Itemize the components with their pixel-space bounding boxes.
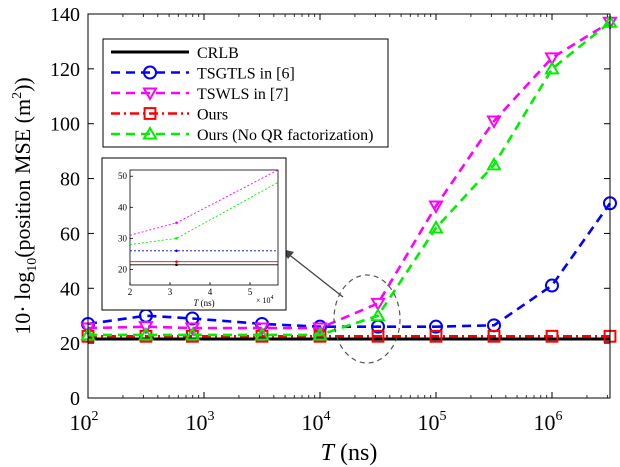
inset-x-tick-label: 2 bbox=[128, 287, 133, 297]
legend-entry: TSGTLS in [6] bbox=[111, 65, 295, 83]
legend: CRLB TSGTLS in [6] TSWLS in [7] Ours Ours (N… bbox=[102, 38, 389, 148]
data-point bbox=[371, 329, 385, 343]
inset-x-axis-label: T (ns) bbox=[193, 298, 214, 308]
inset-y-tick-label: 30 bbox=[118, 233, 128, 243]
series-ours-no-qr-factorization bbox=[80, 14, 618, 341]
y-tick-label: 20 bbox=[60, 333, 80, 355]
y-tick-label: 140 bbox=[50, 4, 80, 26]
y-tick-label: 100 bbox=[50, 114, 80, 136]
legend-marker bbox=[143, 65, 157, 80]
legend-marker bbox=[143, 107, 157, 120]
data-point bbox=[428, 200, 444, 215]
series-line bbox=[87, 202, 612, 329]
axis-labels: T (ns) 10· log10(position MSE (m2)) bbox=[10, 77, 377, 466]
legend-label: CRLB bbox=[197, 45, 239, 62]
inset-x-tick-label: 5 bbox=[248, 287, 253, 297]
data-point bbox=[370, 307, 386, 322]
x-axis-label: T (ns) bbox=[321, 440, 378, 466]
data-point bbox=[429, 319, 443, 334]
series-line bbox=[87, 21, 611, 330]
inset-x-multiplier: × 104 bbox=[256, 295, 274, 305]
inset-data-point bbox=[175, 249, 178, 253]
data-point bbox=[370, 297, 386, 312]
legend-entry: Ours (No QR factorization) bbox=[111, 125, 373, 144]
inset-y-tick-label: 50 bbox=[118, 171, 128, 181]
data-point bbox=[184, 326, 201, 341]
data-point bbox=[544, 52, 560, 66]
data-point bbox=[486, 156, 502, 171]
data-point bbox=[138, 321, 154, 335]
inset-frame bbox=[129, 169, 279, 286]
data-point bbox=[312, 326, 328, 341]
y-tick-label: 60 bbox=[60, 223, 80, 245]
inset-data-point bbox=[175, 260, 178, 263]
data-point bbox=[184, 322, 201, 337]
y-tick-label: 80 bbox=[60, 169, 80, 191]
inset-data-point bbox=[175, 263, 178, 267]
data-point bbox=[429, 329, 443, 343]
legend-entry: CRLB bbox=[111, 45, 239, 62]
y-tick-label: 120 bbox=[50, 59, 80, 81]
inset-series-line bbox=[129, 182, 279, 246]
legend-marker bbox=[142, 87, 158, 102]
inset-data-point bbox=[175, 221, 178, 225]
y-tick-label: 0 bbox=[70, 388, 80, 410]
inset-y-tick-label: 20 bbox=[118, 264, 128, 274]
y-tick-label: 40 bbox=[60, 278, 80, 300]
x-tick-label: 102 bbox=[70, 409, 99, 435]
series-line bbox=[88, 21, 611, 337]
inset-chart: 2 3 4 5 20 30 40 50 T (ns) × 104 bbox=[101, 157, 287, 311]
legend-entry: TSWLS in [7] bbox=[111, 86, 289, 103]
series-layer bbox=[80, 14, 618, 343]
x-tick-label: 106 bbox=[534, 409, 563, 435]
data-point bbox=[544, 60, 560, 75]
inset-data-point bbox=[175, 237, 178, 240]
legend-marker bbox=[142, 125, 158, 140]
zoom-ellipse bbox=[333, 274, 401, 364]
legend-label: Ours bbox=[197, 107, 228, 124]
data-point bbox=[545, 278, 559, 293]
y-axis-label: 10· log10(position MSE (m2)) bbox=[10, 77, 40, 335]
inset-x-tick-label: 4 bbox=[208, 287, 213, 297]
inset-x-tick-label: 3 bbox=[168, 287, 173, 297]
axes: 102 103 104 105 106 0 20 40 60 80 100 120 140 bbox=[50, 4, 611, 435]
data-point bbox=[254, 322, 270, 337]
x-tick-label: 104 bbox=[302, 409, 331, 435]
x-tick-label: 103 bbox=[186, 409, 215, 435]
data-point bbox=[487, 329, 501, 343]
zoom-arrow bbox=[286, 252, 344, 298]
data-point bbox=[428, 219, 444, 234]
legend-label: TSGTLS in [6] bbox=[197, 66, 295, 83]
data-point bbox=[545, 329, 559, 343]
legend-label: TSWLS in [7] bbox=[197, 86, 289, 103]
data-point bbox=[138, 326, 154, 341]
data-point bbox=[486, 115, 502, 129]
inset-y-tick-label: 40 bbox=[118, 202, 128, 212]
data-point bbox=[254, 326, 270, 341]
x-tick-label: 105 bbox=[418, 409, 447, 435]
legend-label: Ours (No QR factorization) bbox=[197, 127, 373, 144]
legend-entry: Ours bbox=[111, 107, 228, 124]
plot-frame bbox=[87, 13, 611, 399]
data-point bbox=[312, 322, 328, 337]
